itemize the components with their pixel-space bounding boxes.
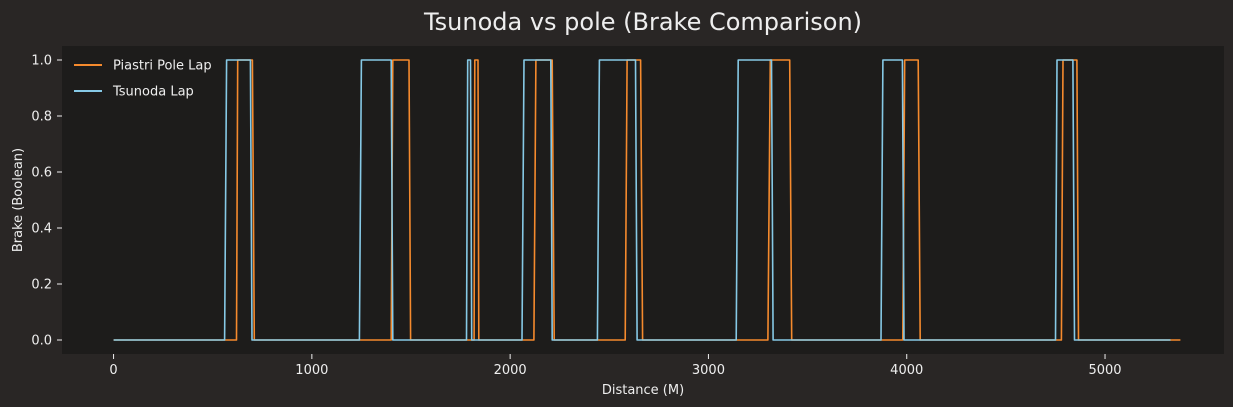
x-tick-label: 0 [109, 363, 117, 378]
legend-label: Tsunoda Lap [112, 85, 194, 100]
x-tick-label: 4000 [890, 363, 923, 378]
chart-title: Tsunoda vs pole (Brake Comparison) [423, 8, 862, 36]
series-layer [113, 59, 1181, 341]
x-tick-label: 2000 [494, 363, 527, 378]
legend: Piastri Pole Lap Tsunoda Lap [74, 59, 212, 100]
y-axis-label: Brake (Boolean) [11, 148, 26, 252]
x-axis-label: Distance (M) [602, 383, 684, 398]
legend-label: Piastri Pole Lap [113, 59, 212, 74]
x-tick-label: 1000 [295, 363, 328, 378]
x-tick-label: 5000 [1088, 363, 1121, 378]
y-tick-label: 0.2 [31, 278, 52, 293]
y-tick-label: 0.8 [31, 110, 52, 125]
series-line-tsunoda-lap [113, 59, 1171, 341]
y-tick-label: 1.0 [31, 54, 52, 69]
y-tick-label: 0.6 [31, 166, 52, 181]
y-tick-label: 0.4 [31, 222, 52, 237]
y-axis-ticks: 0.0 0.2 0.4 0.6 0.8 1.0 [31, 54, 62, 349]
x-axis-ticks: 0 1000 2000 3000 4000 5000 [109, 354, 1122, 378]
x-tick-label: 3000 [692, 363, 725, 378]
y-tick-label: 0.0 [31, 334, 52, 349]
